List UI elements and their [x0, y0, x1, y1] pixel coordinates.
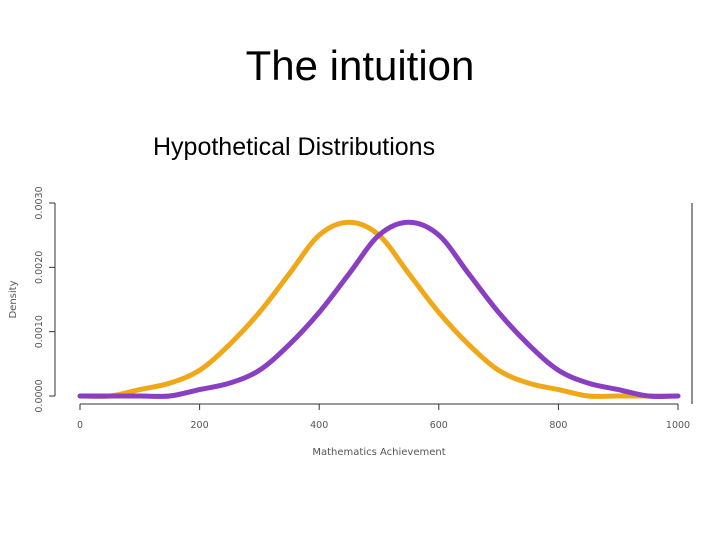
x-tick-label: 800: [549, 420, 567, 431]
y-axis-title: Density: [8, 280, 19, 318]
density-curve-1: [77, 219, 681, 399]
y-tick-label: 0.0030: [34, 186, 45, 219]
x-tick-label: 0: [77, 420, 83, 431]
x-tick-label: 400: [310, 420, 328, 431]
chart-title: Hypothetical Distributions: [153, 133, 436, 161]
axes: 0 200 400 600 800 1000 0.0000 0.0010 0.0020 0.003…: [8, 186, 690, 458]
series-layer: [77, 219, 681, 399]
y-tick-label: 0.0000: [34, 379, 45, 412]
slide-title: The intuition: [245, 42, 475, 89]
density-curve-2: [77, 219, 681, 399]
y-tick-label: 0.0020: [34, 251, 45, 284]
y-tick-label: 0.0010: [34, 315, 45, 348]
x-tick-label: 600: [430, 420, 448, 431]
x-tick-label: 1000: [666, 420, 690, 431]
x-tick-label: 200: [191, 420, 209, 431]
x-axis-title: Mathematics Achievement: [312, 447, 445, 458]
